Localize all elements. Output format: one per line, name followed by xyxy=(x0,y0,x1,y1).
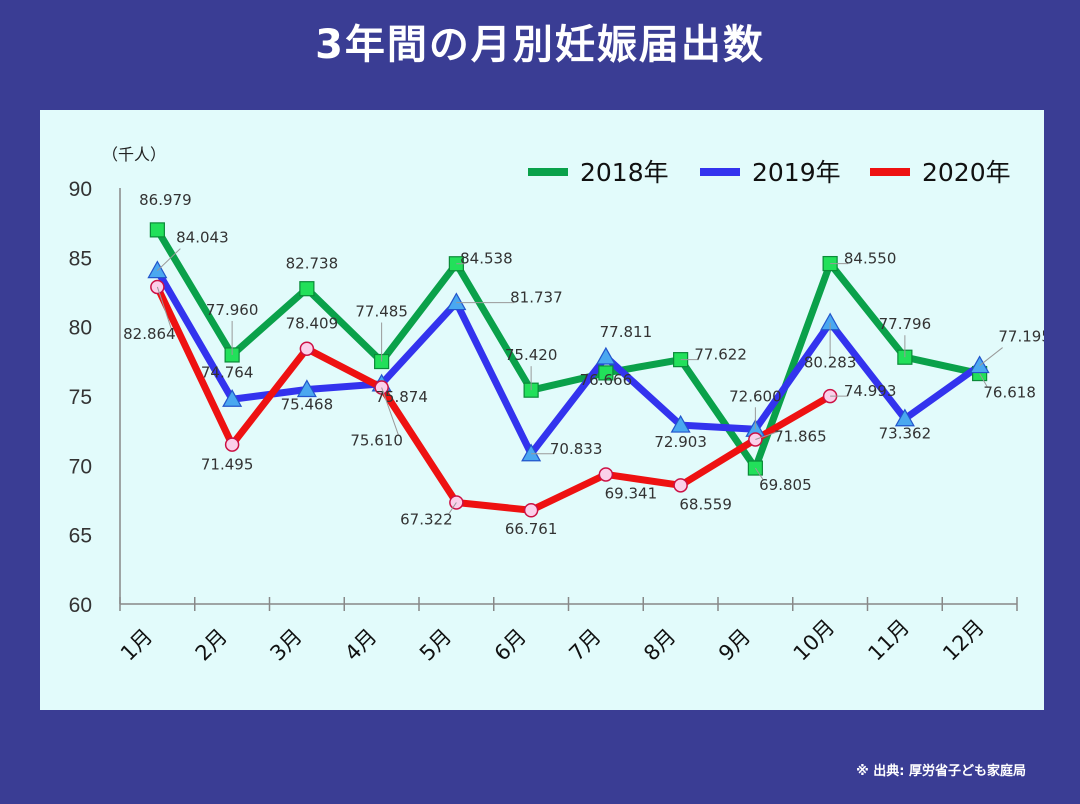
marker-triangle xyxy=(446,292,467,311)
data-label: 82.738 xyxy=(286,255,339,273)
data-label: 86.979 xyxy=(139,191,192,209)
y-tick-label: 90 xyxy=(69,178,92,201)
y-tick-label: 85 xyxy=(69,247,92,270)
label-leader xyxy=(755,430,779,440)
data-label: 84.550 xyxy=(844,250,897,268)
marker-triangle xyxy=(894,408,915,427)
marker-circle xyxy=(673,478,688,493)
x-tick-label: 1月 xyxy=(116,624,157,665)
y-unit-label: （千人） xyxy=(102,145,166,164)
x-tick-label: 2月 xyxy=(191,624,232,665)
data-label: 75.468 xyxy=(281,396,334,414)
label-leader xyxy=(156,286,172,330)
data-label: 68.559 xyxy=(679,495,732,513)
data-label: 77.796 xyxy=(879,315,932,333)
marker-circle xyxy=(523,502,539,518)
data-label: 84.538 xyxy=(460,250,513,268)
data-label: 72.903 xyxy=(654,433,707,451)
data-label: 66.761 xyxy=(505,520,558,538)
label-leader xyxy=(979,373,989,388)
label-leader xyxy=(381,387,400,436)
data-label: 76.666 xyxy=(580,371,633,389)
data-label: 69.805 xyxy=(759,476,812,494)
data-label: 81.737 xyxy=(510,289,563,307)
chart-title: 3年間の月別妊娠届出数 xyxy=(315,22,765,68)
legend-label: 2020年 xyxy=(922,158,1011,187)
data-label: 67.322 xyxy=(400,510,453,528)
marker-circle xyxy=(598,467,614,482)
x-tick-label: 5月 xyxy=(415,624,456,665)
data-label: 77.622 xyxy=(694,346,747,364)
data-label: 76.618 xyxy=(983,384,1036,402)
y-tick-label: 75 xyxy=(69,386,92,409)
line-chart: 60 65 70 75 80 85 90 （千人） 1月 2月 3月 4月 5月 6月 7月 8月 9月 10月 1… xyxy=(69,145,1044,666)
marker-square xyxy=(149,222,165,238)
data-label: 69.341 xyxy=(605,484,658,502)
data-label: 77.485 xyxy=(355,303,408,321)
marker-circle xyxy=(299,341,315,356)
y-tick-label: 70 xyxy=(69,455,92,478)
data-label: 78.409 xyxy=(286,315,339,333)
y-tick-label: 65 xyxy=(69,525,92,548)
label-leader xyxy=(157,248,181,271)
data-label: 71.495 xyxy=(201,456,254,474)
marker-square xyxy=(299,281,315,297)
x-tick-label: 7月 xyxy=(564,624,605,665)
x-tick-label: 10月 xyxy=(789,615,840,666)
x-tick-label: 12月 xyxy=(938,615,989,666)
marker-triangle xyxy=(147,260,168,279)
series-line xyxy=(153,267,984,458)
data-label: 75.874 xyxy=(375,388,428,406)
source-note: ※ 出典: 厚労省子ども家庭局 xyxy=(856,764,1026,779)
legend-label: 2018年 xyxy=(580,158,669,187)
data-label: 77.811 xyxy=(600,323,653,341)
marker-circle xyxy=(150,279,165,295)
data-label: 75.420 xyxy=(505,346,558,364)
data-label: 84.043 xyxy=(176,229,229,247)
x-tick-label: 6月 xyxy=(490,624,531,665)
data-label: 75.610 xyxy=(350,432,403,450)
data-label: 73.362 xyxy=(879,425,932,443)
y-tick-label: 80 xyxy=(69,317,92,340)
label-leader xyxy=(447,502,457,515)
data-label: 82.864 xyxy=(123,325,176,343)
data-label: 72.600 xyxy=(729,387,782,405)
legend-label: 2019年 xyxy=(752,158,841,187)
series-line xyxy=(153,226,984,472)
data-label: 80.283 xyxy=(804,354,857,372)
data-label: 70.833 xyxy=(550,440,603,458)
x-tick-label: 9月 xyxy=(714,624,755,665)
y-tick-label: 60 xyxy=(69,594,92,617)
data-label: 77.960 xyxy=(206,301,259,319)
label-leader xyxy=(754,467,764,481)
x-tick-label: 8月 xyxy=(639,624,680,665)
marker-triangle xyxy=(521,443,542,462)
marker-triangle xyxy=(670,414,691,433)
marker-circle xyxy=(224,437,240,452)
label-leader xyxy=(979,347,1003,366)
marker-square xyxy=(598,365,614,381)
chart-panel: 60 65 70 75 80 85 90 （千人） 1月 2月 3月 4月 5月 6月 7月 8月 9月 10月 1… xyxy=(40,110,1044,710)
data-label: 77.195 xyxy=(998,328,1044,346)
marker-triangle xyxy=(296,379,317,398)
marker-triangle xyxy=(222,389,243,407)
marker-triangle xyxy=(595,346,616,365)
data-label: 74.993 xyxy=(844,382,897,400)
series-line xyxy=(153,283,834,514)
x-tick-label: 3月 xyxy=(265,624,306,665)
x-tick-label: 11月 xyxy=(863,615,914,666)
marker-triangle xyxy=(969,355,990,374)
x-tick-label: 4月 xyxy=(340,624,381,665)
data-label: 74.764 xyxy=(201,363,254,381)
data-label: 71.865 xyxy=(774,427,827,445)
